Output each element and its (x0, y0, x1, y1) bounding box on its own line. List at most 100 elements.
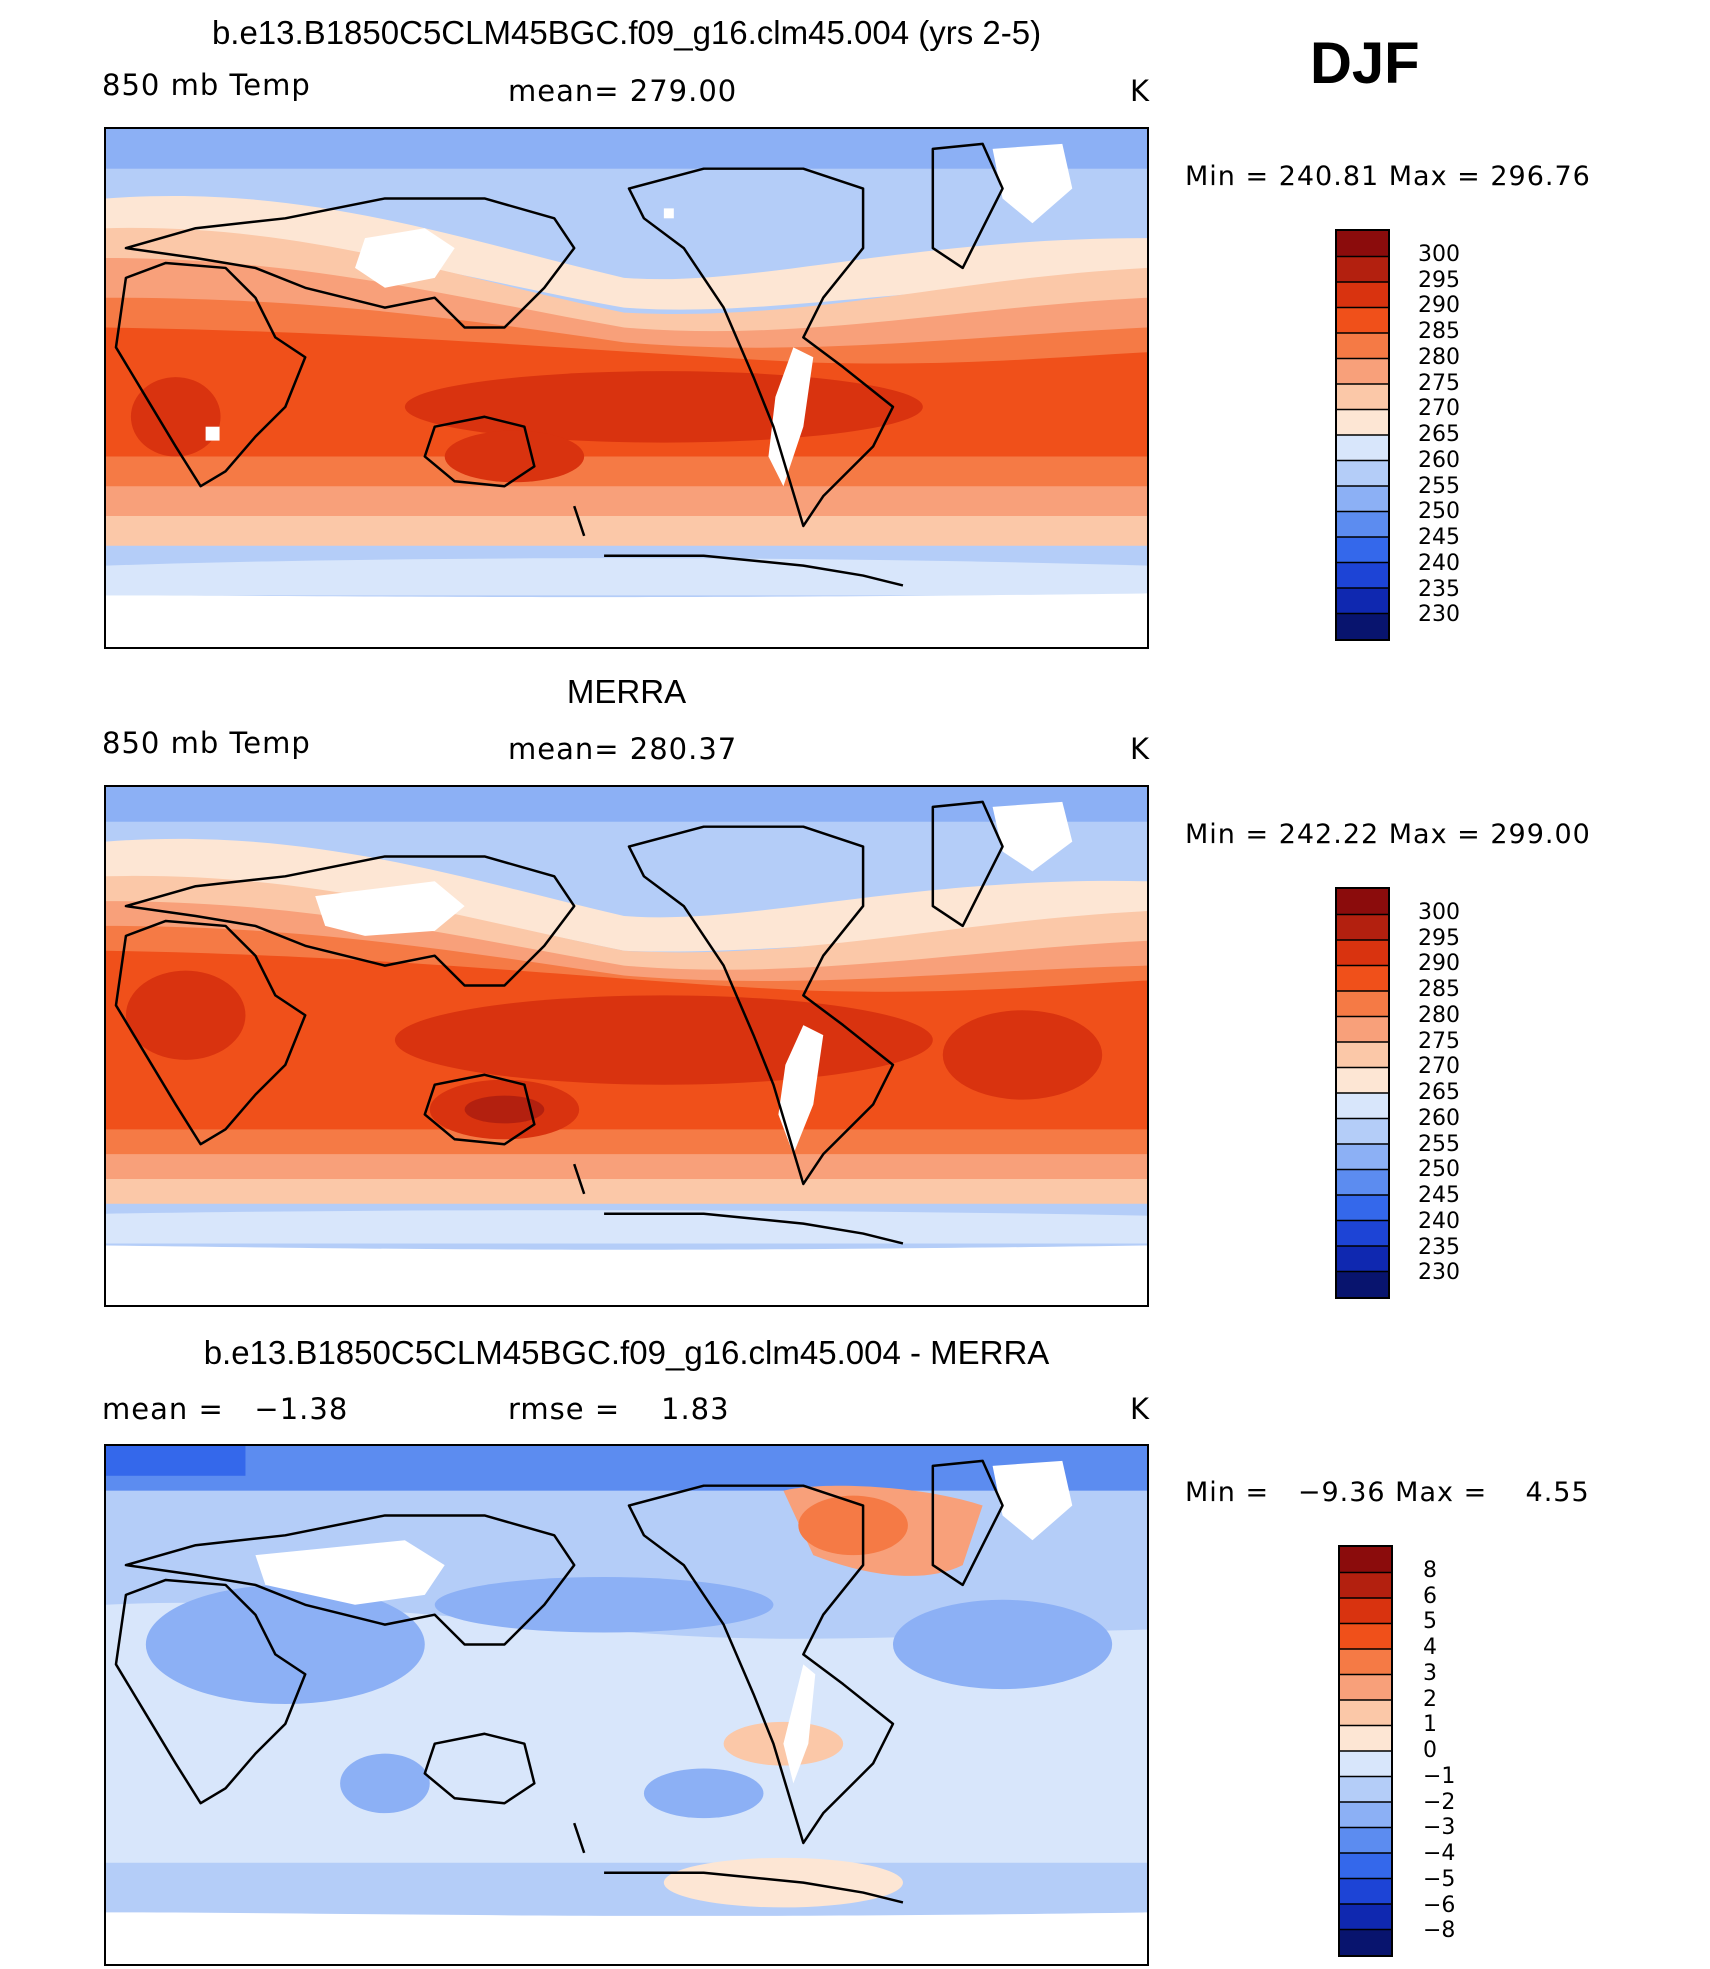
panel3-map (104, 1444, 1149, 1966)
colorbar-swatch (1340, 1802, 1391, 1828)
colorbar-tick-label: 285 (1418, 319, 1460, 344)
colorbar-tick-label: 240 (1418, 550, 1460, 576)
colorbar-tick-label: 8 (1423, 1557, 1437, 1583)
colorbar-swatch (1340, 1623, 1391, 1650)
panel3-mean-label: mean = −1.38 (102, 1392, 349, 1426)
colorbar-tick-label: 265 (1418, 1080, 1460, 1105)
colorbar-tick-label: 250 (1418, 499, 1460, 525)
panel1-field (106, 129, 1147, 647)
colorbar-tick-label: 260 (1418, 1105, 1460, 1131)
panel3-field (106, 1446, 1147, 1964)
panel2-title: MERRA (566, 673, 687, 710)
colorbar-swatch (1340, 1751, 1391, 1777)
colorbar-tick-label: 295 (1418, 925, 1460, 951)
colorbar-tick-label: 280 (1418, 344, 1460, 370)
panel2-units: K (1130, 732, 1151, 766)
colorbar-swatch (1340, 1904, 1391, 1930)
colorbar-swatch (1340, 1674, 1391, 1701)
colorbar-swatch (1337, 282, 1388, 308)
colorbar-swatch (1337, 1246, 1388, 1272)
colorbar-tick-label: 2 (1423, 1686, 1437, 1712)
colorbar-tick-label: 240 (1418, 1208, 1460, 1234)
panel3-colorbar-swatches (1340, 1547, 1391, 1955)
panel2-map (104, 785, 1149, 1307)
colorbar-swatch (1337, 613, 1388, 639)
colorbar-tick-label: 230 (1418, 1260, 1460, 1286)
colorbar-tick-label: 3 (1423, 1660, 1437, 1686)
panel1-title: b.e13.B1850C5CLM45BGC.f09_g16.clm45.004 … (211, 14, 1042, 51)
colorbar-swatch (1337, 1093, 1388, 1119)
colorbar-tick-label: 270 (1418, 396, 1460, 422)
panel1-variable-label: 850 mb Temp (102, 68, 311, 102)
panel1-map (104, 127, 1149, 649)
panel2-colorbar-swatches (1337, 889, 1388, 1297)
colorbar-swatch (1337, 965, 1388, 992)
panel1-mean-label: mean= 279.00 (508, 74, 738, 108)
colorbar-tick-label: 4 (1423, 1635, 1437, 1660)
colorbar-swatch (1337, 1042, 1388, 1068)
panel2-variable-label: 850 mb Temp (102, 726, 311, 760)
colorbar-tick-label: −4 (1423, 1841, 1456, 1866)
colorbar-swatch (1340, 1776, 1391, 1803)
panel3-colorbar (1338, 1545, 1393, 1957)
colorbar-swatch (1337, 1067, 1388, 1094)
colorbar-tick-label: 300 (1418, 899, 1460, 925)
colorbar-swatch (1337, 358, 1388, 385)
panel3-units: K (1130, 1392, 1151, 1426)
panel2-colorbar (1335, 887, 1390, 1299)
colorbar-tick-label: 260 (1418, 447, 1460, 473)
colorbar-swatch (1340, 1649, 1391, 1675)
colorbar-swatch (1337, 940, 1388, 966)
colorbar-swatch (1337, 1195, 1388, 1221)
colorbar-tick-label: 275 (1418, 1028, 1460, 1054)
colorbar-tick-label: 255 (1418, 1131, 1460, 1157)
colorbar-tick-label: −3 (1423, 1815, 1456, 1841)
colorbar-swatch (1337, 435, 1388, 461)
colorbar-swatch (1337, 1144, 1388, 1170)
colorbar-tick-label: 270 (1418, 1054, 1460, 1080)
colorbar-tick-label: 295 (1418, 267, 1460, 293)
colorbar-tick-label: 6 (1423, 1583, 1437, 1609)
colorbar-tick-label: −2 (1423, 1789, 1456, 1815)
panel2-minmax: Min = 242.22 Max = 299.00 (1185, 819, 1591, 850)
colorbar-tick-label: −8 (1423, 1918, 1456, 1944)
colorbar-tick-label: 275 (1418, 370, 1460, 396)
colorbar-swatch (1337, 460, 1388, 487)
colorbar-tick-label: 1 (1423, 1712, 1437, 1738)
colorbar-swatch (1340, 1572, 1391, 1599)
colorbar-tick-label: 265 (1418, 422, 1460, 447)
colorbar-tick-label: 280 (1418, 1002, 1460, 1028)
colorbar-swatch (1340, 1725, 1391, 1752)
panel1-minmax: Min = 240.81 Max = 296.76 (1185, 161, 1591, 192)
panel2-field (106, 787, 1147, 1305)
colorbar-tick-label: −1 (1423, 1763, 1456, 1789)
colorbar-swatch (1337, 1271, 1388, 1297)
colorbar-tick-label: 290 (1418, 293, 1460, 319)
panel1-colorbar (1335, 229, 1390, 641)
colorbar-swatch (1337, 333, 1388, 359)
colorbar-swatch (1340, 1827, 1391, 1854)
colorbar-swatch (1337, 889, 1388, 915)
colorbar-swatch (1337, 914, 1388, 941)
colorbar-swatch (1337, 409, 1388, 436)
panel3-minmax: Min = −9.36 Max = 4.55 (1185, 1477, 1590, 1508)
colorbar-swatch (1337, 1118, 1388, 1145)
season-label: DJF (1310, 31, 1420, 96)
colorbar-tick-label: 235 (1418, 576, 1460, 602)
colorbar-swatch (1337, 1016, 1388, 1043)
panel3-rmse-label: rmse = 1.83 (508, 1392, 730, 1426)
colorbar-tick-label: 245 (1418, 1183, 1460, 1208)
colorbar-tick-label: −6 (1423, 1892, 1456, 1918)
colorbar-swatch (1337, 1220, 1388, 1247)
colorbar-swatch (1340, 1878, 1391, 1905)
colorbar-swatch (1340, 1598, 1391, 1624)
panel3-title: b.e13.B1850C5CLM45BGC.f09_g16.clm45.004 … (203, 1334, 1050, 1371)
colorbar-tick-label: 290 (1418, 951, 1460, 977)
colorbar-swatch (1340, 1853, 1391, 1879)
colorbar-tick-label: 255 (1418, 473, 1460, 499)
colorbar-tick-label: 300 (1418, 241, 1460, 267)
colorbar-swatch (1337, 562, 1388, 589)
colorbar-swatch (1337, 537, 1388, 563)
colorbar-tick-label: 250 (1418, 1157, 1460, 1183)
colorbar-tick-label: −5 (1423, 1866, 1456, 1892)
